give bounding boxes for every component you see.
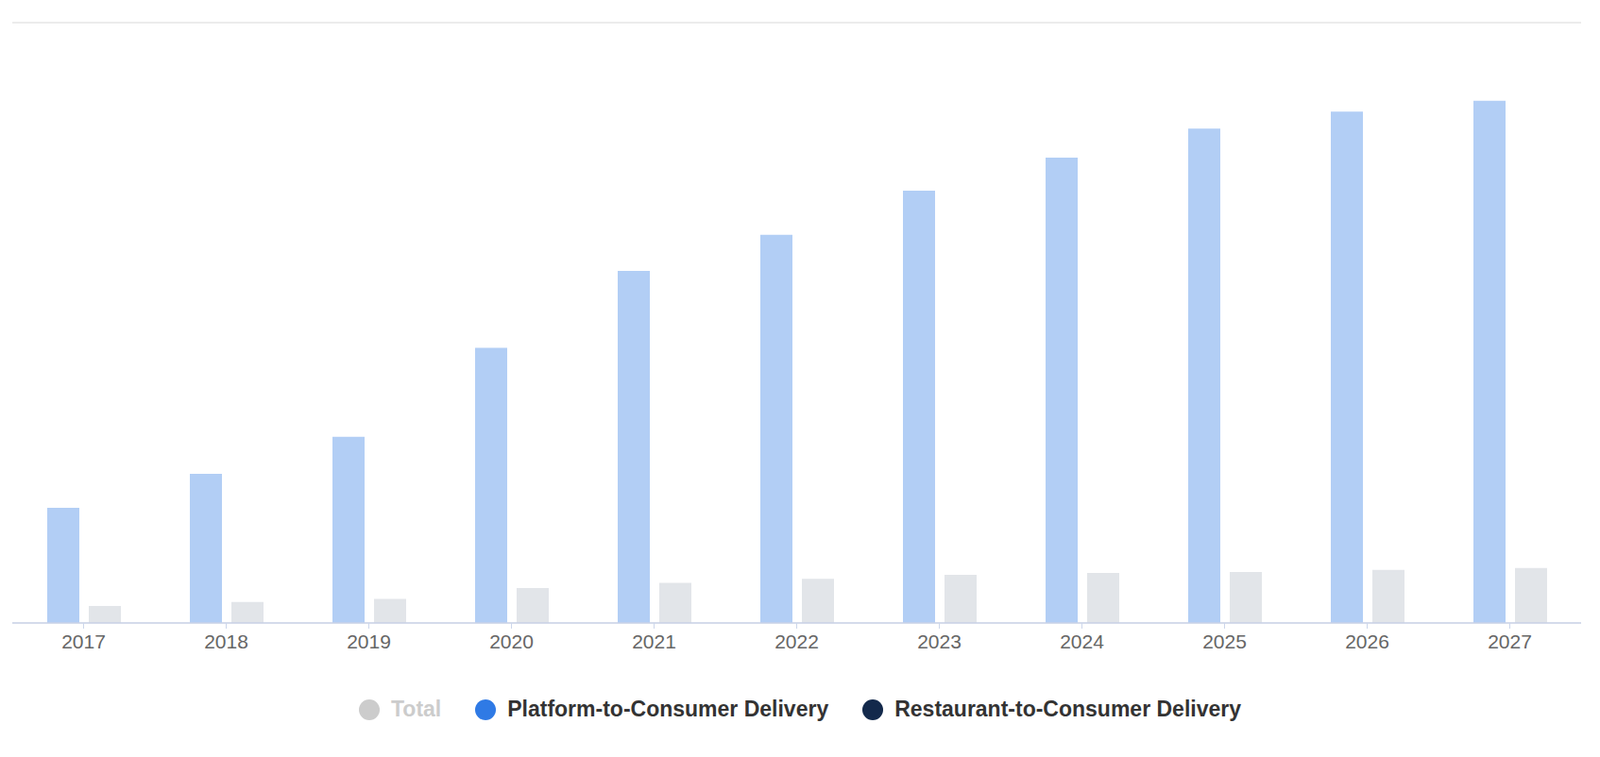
svg-text:2026: 2026 (1344, 630, 1390, 653)
svg-text:2022: 2022 (774, 630, 819, 653)
svg-text:2021: 2021 (631, 630, 677, 653)
svg-text:2027: 2027 (1487, 630, 1532, 653)
svg-text:2025: 2025 (1202, 630, 1247, 653)
svg-text:2018: 2018 (204, 630, 249, 653)
svg-text:2023: 2023 (917, 630, 962, 653)
html-text:Platform-to-Consumer Delivery: Platform-to-Consumer Delivery (507, 697, 829, 722)
svg-text:2024: 2024 (1059, 630, 1105, 653)
html-text:Restaurant-to-Consumer Deliver: Restaurant-to-Consumer Delivery (894, 697, 1242, 722)
svg-text:2019: 2019 (346, 630, 392, 653)
svg-text:2020: 2020 (489, 630, 534, 653)
svg-text:2017: 2017 (61, 630, 106, 653)
html-text:Total: Total (391, 697, 442, 722)
